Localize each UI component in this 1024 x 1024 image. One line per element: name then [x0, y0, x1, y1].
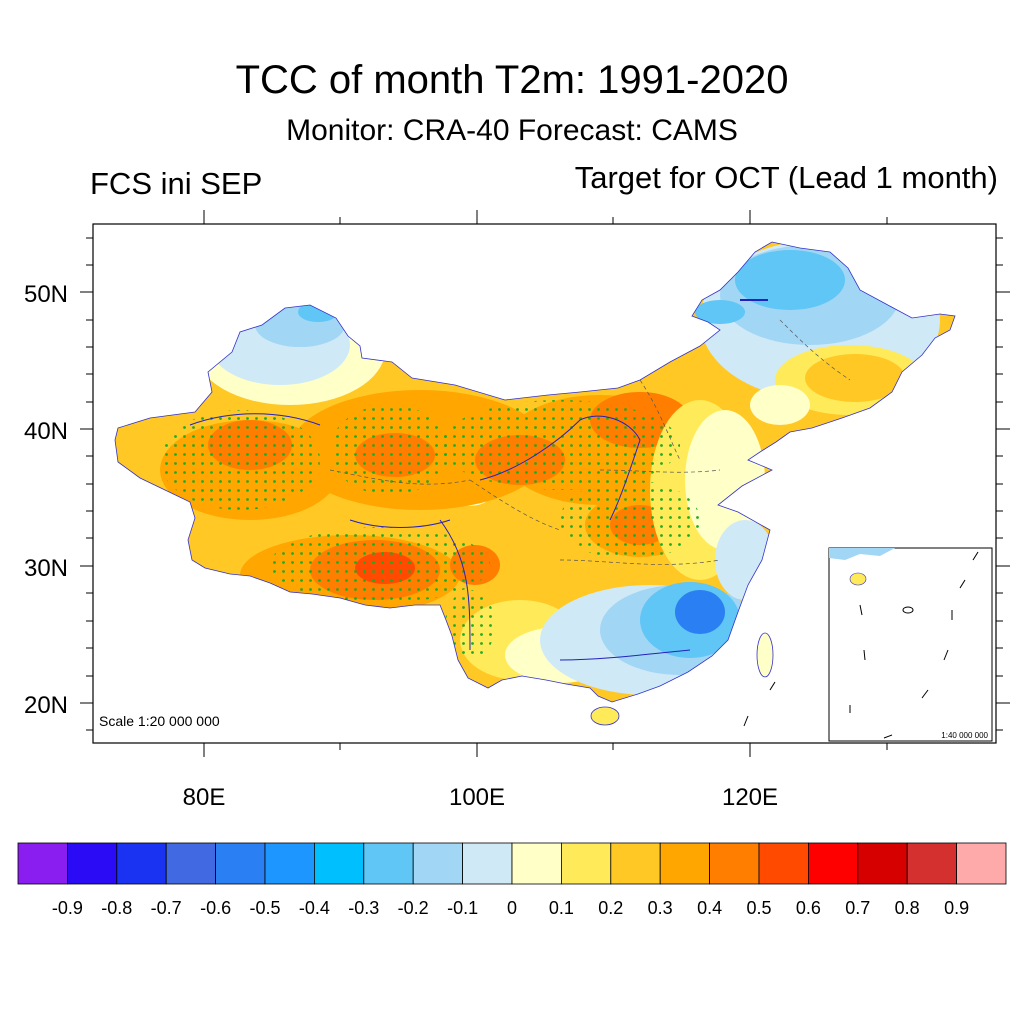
colorbar-label: 0.2 — [598, 898, 623, 918]
colorbar-label: 0.5 — [746, 898, 771, 918]
colorbar-swatch — [17, 842, 68, 885]
colorbar-label: -0.8 — [101, 898, 132, 918]
lat-label-40n: 40N — [24, 418, 68, 445]
lon-label-120e: 120E — [722, 784, 778, 811]
lat-label-20n: 20N — [24, 692, 68, 719]
colorbar-label: -0.3 — [348, 898, 379, 918]
colorbar-label: -0.5 — [249, 898, 280, 918]
lon-label-100e: 100E — [449, 784, 505, 811]
rivers — [189, 299, 768, 661]
lat-ticks — [80, 237, 1010, 731]
colorbar-swatch — [116, 842, 167, 885]
colorbar-swatch — [956, 842, 1007, 885]
colorbar-label: 0.7 — [845, 898, 870, 918]
inset-scale-label: 1:40 000 000 — [941, 731, 988, 740]
colorbar-label: 0.8 — [895, 898, 920, 918]
colorbar-label: 0.6 — [796, 898, 821, 918]
colorbar-swatch — [363, 842, 414, 885]
colorbar: -0.9 -0.8 -0.7 -0.6 -0.5 -0.4 -0.3 -0.2 -0.1 0 0.1… — [17, 842, 1007, 918]
colorbar-swatch — [165, 842, 216, 885]
colorbar-label: 0 — [507, 898, 517, 918]
colorbar-label: 0.9 — [944, 898, 969, 918]
colorbar-swatch — [511, 842, 562, 885]
south-china-sea-inset: 1:40 000 000 — [828, 547, 993, 742]
colorbar-swatch — [412, 842, 464, 885]
colorbar-label: 0.3 — [648, 898, 673, 918]
lat-label-30n: 30N — [24, 555, 68, 582]
colorbar-swatch — [758, 842, 809, 885]
colorbar-swatch — [462, 842, 513, 885]
colorbar-label: 0.4 — [697, 898, 722, 918]
init-label: FCS ini SEP — [90, 166, 263, 201]
map-title: TCC of month T2m: 1991-2020 — [235, 58, 789, 102]
colorbar-swatch — [610, 842, 661, 885]
colorbar-swatch — [857, 842, 908, 885]
colorbar-swatch — [659, 842, 711, 885]
colorbar-label: -0.7 — [151, 898, 182, 918]
colorbar-swatch — [215, 842, 266, 885]
colorbar-swatch — [808, 842, 859, 885]
target-label: Target for OCT (Lead 1 month) — [574, 160, 998, 195]
hainan-island — [590, 706, 620, 726]
map-subtitle: Monitor: CRA-40 Forecast: CAMS — [286, 114, 738, 147]
boundary-dashes — [743, 681, 776, 727]
colorbar-swatch — [313, 842, 365, 885]
lon-label-80e: 80E — [183, 784, 226, 811]
lon-ticks — [203, 210, 888, 757]
colorbar-swatch — [67, 842, 118, 885]
scale-label: Scale 1:20 000 000 — [99, 713, 220, 729]
colorbar-label: -0.4 — [299, 898, 330, 918]
lat-label-50n: 50N — [24, 281, 68, 308]
province-boundaries — [329, 319, 851, 565]
colorbar-label: -0.6 — [200, 898, 231, 918]
colorbar-label: 0.1 — [549, 898, 574, 918]
colorbar-swatch — [561, 842, 612, 885]
colorbar-swatch — [264, 842, 315, 885]
colorbar-label: -0.2 — [398, 898, 429, 918]
taiwan-island — [756, 632, 774, 678]
colorbar-swatch — [906, 842, 958, 885]
colorbar-swatch — [709, 842, 760, 885]
colorbar-label: -0.1 — [447, 898, 478, 918]
colorbar-label: -0.9 — [52, 898, 83, 918]
